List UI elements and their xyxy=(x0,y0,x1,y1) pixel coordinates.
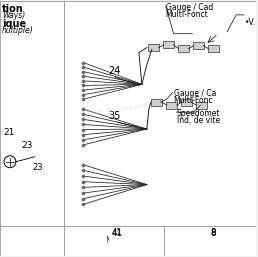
Text: hultiple): hultiple) xyxy=(2,26,34,35)
Text: 24: 24 xyxy=(108,66,120,76)
Bar xyxy=(193,42,204,49)
Text: 41: 41 xyxy=(111,229,123,238)
Text: Part  Technologies: Part Technologies xyxy=(91,103,148,116)
Text: 35: 35 xyxy=(108,111,120,121)
Text: 41: 41 xyxy=(112,228,122,237)
Text: 23: 23 xyxy=(22,141,33,150)
Bar xyxy=(64,1,256,226)
Text: •V.: •V. xyxy=(245,18,256,27)
Text: tion: tion xyxy=(2,4,24,14)
Text: Ind. de vite: Ind. de vite xyxy=(177,116,220,125)
Bar xyxy=(148,44,159,51)
Text: Multi-Fonc: Multi-Fonc xyxy=(174,96,213,105)
Text: Multi-Fonct: Multi-Fonct xyxy=(166,10,208,19)
Bar xyxy=(164,226,256,256)
Text: Speedomet: Speedomet xyxy=(177,109,220,118)
Bar xyxy=(178,45,189,52)
Text: Gauge / Cad: Gauge / Cad xyxy=(166,3,213,12)
Bar xyxy=(64,226,164,256)
Bar xyxy=(163,41,174,48)
Bar xyxy=(166,102,177,109)
Bar xyxy=(151,99,162,106)
Bar xyxy=(0,226,64,256)
Bar xyxy=(181,99,192,106)
Bar xyxy=(0,1,64,226)
Text: 23: 23 xyxy=(33,163,43,172)
Bar xyxy=(208,45,219,52)
Text: Ways): Ways) xyxy=(2,11,25,20)
Text: ique: ique xyxy=(2,19,26,29)
Bar xyxy=(196,102,207,109)
Text: 8: 8 xyxy=(211,229,216,238)
Text: 21: 21 xyxy=(3,128,14,137)
Text: Gauge / Ca: Gauge / Ca xyxy=(174,89,216,98)
Text: 8: 8 xyxy=(211,228,216,237)
